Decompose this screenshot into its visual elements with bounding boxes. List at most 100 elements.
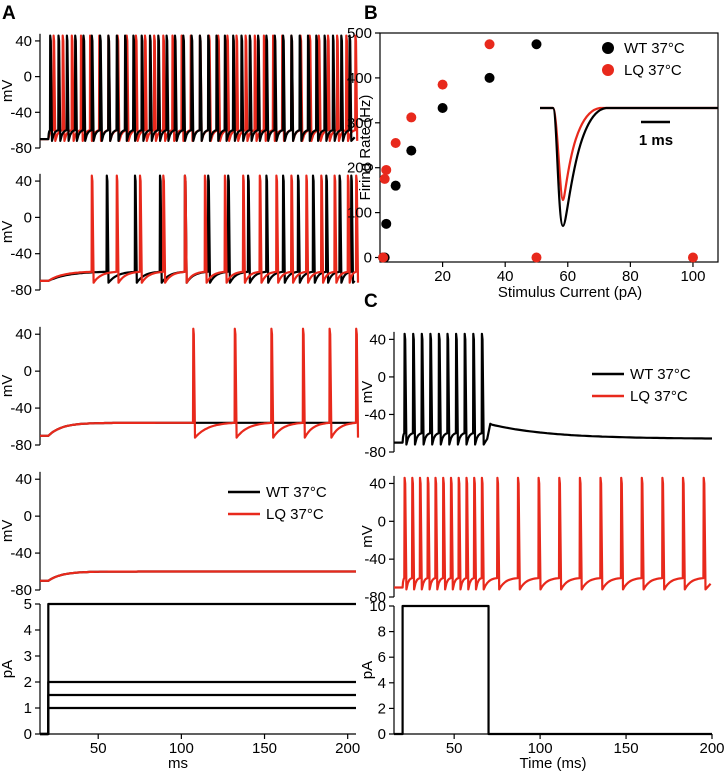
y-tick-label: 0 <box>24 363 32 380</box>
y-axis-label: mV <box>0 520 16 543</box>
y-axis-label: mV <box>0 80 16 103</box>
stimulus-step-a5 <box>40 693 356 736</box>
y-tick-label: 6 <box>378 649 386 666</box>
y-tick-label: 40 <box>15 173 32 190</box>
x-axis-label: Stimulus Current (pA) <box>498 284 642 301</box>
data-point-lq <box>378 252 389 263</box>
x-tick-label: 100 <box>528 740 553 757</box>
data-point-lq <box>379 173 390 184</box>
y-tick-label: -40 <box>10 545 32 562</box>
legend-a4-label-lq: LQ 37°C <box>266 506 324 523</box>
legend-b-label-wt: WT 37°C <box>624 40 685 57</box>
legend-b-marker-lq <box>602 64 614 76</box>
y-tick-label: -80 <box>10 582 32 599</box>
inset-ap-lq <box>540 106 718 202</box>
x-tick-label: 100 <box>169 740 194 757</box>
inset-scale-label: 1 ms <box>639 132 673 149</box>
y-tick-label: -80 <box>10 140 32 157</box>
data-point-lq <box>437 79 448 90</box>
trace-c1-wt <box>394 332 712 446</box>
y-tick-label: -40 <box>10 104 32 121</box>
trace-a1-wt <box>40 34 356 142</box>
y-tick-label: 400 <box>347 70 372 87</box>
x-tick-label: 150 <box>614 740 639 757</box>
y-tick-label: 40 <box>15 326 32 343</box>
x-tick-label: 200 <box>335 740 360 757</box>
legend-c1-label-wt: WT 37°C <box>630 366 691 383</box>
y-tick-label: -40 <box>10 400 32 417</box>
plot-frame <box>379 32 719 263</box>
x-axis-label: Time (ms) <box>520 755 587 772</box>
y-tick-label: 0 <box>24 209 32 226</box>
y-tick-label: 0 <box>378 369 386 386</box>
stimulus-step-a5 <box>40 602 356 736</box>
y-tick-label: 40 <box>369 475 386 492</box>
axes-a4: 40 0 -40 -80 mV <box>0 471 41 599</box>
legend-b-label-lq: LQ 37°C <box>624 62 682 79</box>
data-point-lq <box>484 39 495 50</box>
y-axis-label: mV <box>0 221 16 244</box>
y-tick-label: -80 <box>10 437 32 454</box>
x-tick-label: 50 <box>90 740 107 757</box>
legend-a4-label-wt: WT 37°C <box>266 484 327 501</box>
x-tick-label: 60 <box>559 268 576 285</box>
inset-ap-wt <box>540 106 718 228</box>
y-axis-label: mV <box>0 375 16 398</box>
data-point-lq <box>406 112 417 123</box>
y-tick-label: 4 <box>378 675 386 692</box>
y-tick-label: 40 <box>15 471 32 488</box>
y-tick-label: -40 <box>364 406 386 423</box>
y-tick-label: 300 <box>347 115 372 132</box>
axes-a1: 40 0 -40 -80 mV <box>0 33 41 157</box>
stimulus-step-c3 <box>394 604 712 736</box>
y-tick-label: 0 <box>24 508 32 525</box>
panel-letter-b: B <box>364 3 378 24</box>
x-tick-label: 20 <box>434 268 451 285</box>
y-axis-label: mV <box>359 381 376 404</box>
y-tick-label: 100 <box>347 205 372 222</box>
y-tick-label: 0 <box>378 726 386 743</box>
x-tick-label: 150 <box>252 740 277 757</box>
x-axis-label: ms <box>168 755 188 772</box>
x-tick-label: 40 <box>497 268 514 285</box>
y-tick-label: 8 <box>378 624 386 641</box>
data-point-lq <box>687 252 698 263</box>
y-tick-label: 40 <box>369 331 386 348</box>
y-tick-label: -40 <box>10 246 32 263</box>
y-tick-label: -80 <box>10 282 32 299</box>
axes-a5: 5 4 3 2 1 0 50 100 150 200 pA ms <box>0 596 360 772</box>
y-tick-label: 5 <box>24 596 32 613</box>
trace-c2-lq <box>394 476 712 591</box>
x-tick-label: 100 <box>680 268 705 285</box>
panel-letter-c: C <box>364 291 378 312</box>
y-tick-label: 10 <box>369 598 386 615</box>
y-tick-label: 3 <box>24 648 32 665</box>
y-tick-label: -80 <box>364 444 386 461</box>
plots-layer: 400-40-80mV400-40-80mV400-40-80mV400-40-… <box>0 25 725 772</box>
axes-c3: 10 8 6 4 2 0 50 100 150 200 pA Time (ms) <box>359 598 725 772</box>
trace-a4-lq <box>40 570 356 582</box>
legend-b-marker-wt <box>602 42 614 54</box>
axes-b: 0 100 200 300 400 500 20 40 60 80 100 Firing Rate (… <box>347 25 719 301</box>
trace-a2-lq <box>40 174 360 284</box>
data-point-wt <box>406 145 417 156</box>
data-point-wt <box>531 39 542 50</box>
y-axis-label: pA <box>359 661 376 679</box>
y-tick-label: 4 <box>24 622 32 639</box>
y-tick-label: -40 <box>364 551 386 568</box>
trace-a3-lq <box>40 327 360 439</box>
data-point-lq <box>381 164 392 175</box>
y-tick-label: 2 <box>24 674 32 691</box>
y-axis-label: pA <box>0 660 16 678</box>
x-tick-label: 200 <box>699 740 724 757</box>
axes-c2: 40 0 -40 -80 mV <box>359 475 395 606</box>
x-tick-label: 80 <box>622 268 639 285</box>
legend-c1-label-lq: LQ 37°C <box>630 388 688 405</box>
panel-letter-a: A <box>2 3 16 24</box>
x-tick-label: 50 <box>446 740 463 757</box>
data-point-wt <box>390 180 401 191</box>
y-tick-label: 1 <box>24 700 32 717</box>
data-point-wt <box>484 72 495 83</box>
y-tick-label: 0 <box>364 250 372 267</box>
